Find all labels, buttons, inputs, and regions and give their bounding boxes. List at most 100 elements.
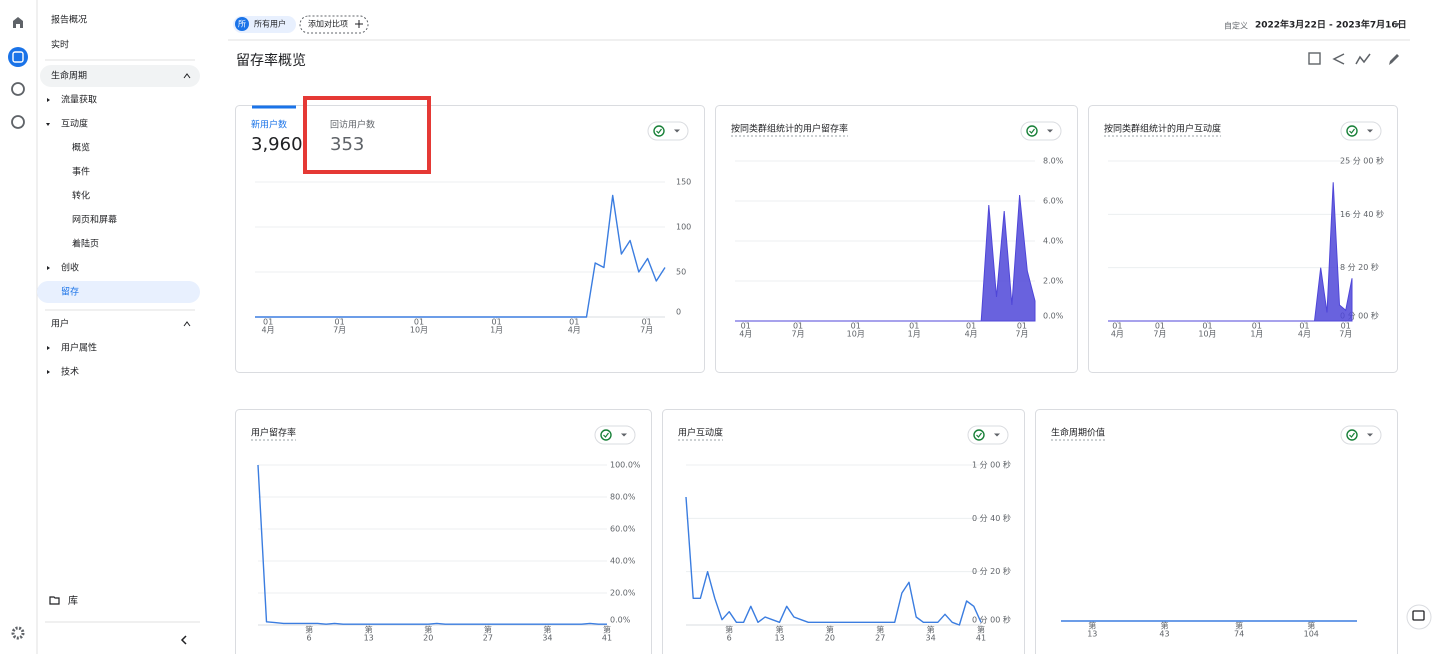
dropdown-caret: [621, 433, 627, 437]
nav-item[interactable]: 流量获取: [61, 94, 97, 106]
edit-icon[interactable]: [1389, 54, 1399, 65]
x-tick-day: 01: [335, 318, 345, 327]
x-tick-prefix: 第: [1088, 621, 1096, 631]
section-highlight: [40, 65, 200, 87]
y-tick-label: 100.0%: [610, 461, 641, 470]
line: [255, 194, 666, 318]
caret: [47, 266, 50, 270]
x-tick-day: 01: [642, 318, 652, 327]
settings-icon[interactable]: [11, 626, 25, 640]
nav-item[interactable]: 事件: [72, 166, 90, 178]
chevron: [183, 73, 191, 79]
home-icon[interactable]: [13, 17, 23, 28]
x-tick-month: 4月: [1298, 330, 1311, 339]
nav-item[interactable]: 创收: [61, 262, 79, 274]
check-icon: [1026, 125, 1038, 137]
share-icon[interactable]: [1332, 53, 1345, 65]
segment-label: 所有用户: [254, 19, 286, 29]
nav-item[interactable]: 生命周期: [51, 70, 87, 82]
x-tick-month: 4月: [965, 330, 978, 339]
y-tick-label: 20.0%: [610, 589, 636, 598]
explore-icon[interactable]: [11, 82, 25, 96]
feedback-button[interactable]: [1406, 604, 1432, 630]
nav-item[interactable]: 概览: [72, 142, 90, 154]
card-title: 生命周期价值: [1051, 427, 1105, 439]
x-tick-day: 01: [793, 322, 803, 331]
plus-icon: [355, 20, 363, 28]
area: [1108, 182, 1353, 322]
selected-item: [37, 281, 200, 303]
check-icon: [973, 429, 985, 441]
x-tick-week: 13: [1087, 630, 1097, 639]
nav-item[interactable]: 用户属性: [61, 342, 97, 354]
x-tick-day: 01: [1299, 322, 1309, 331]
reports-icon[interactable]: [8, 47, 28, 67]
card-title: 用户留存率: [251, 427, 296, 439]
x-tick-prefix: 第: [977, 625, 985, 635]
metric-name[interactable]: 新用户数: [251, 119, 287, 131]
x-tick-day: 01: [741, 322, 751, 331]
x-tick-month: 4月: [568, 326, 581, 335]
y-tick-label: 0.0%: [610, 616, 631, 625]
x-tick-week: 13: [364, 634, 374, 643]
date-range[interactable]: 2022年3月22日 - 2023年7月16日: [1255, 19, 1407, 31]
x-tick-month: 10月: [847, 330, 865, 339]
customize-icon[interactable]: [1308, 52, 1321, 65]
y-tick-label: 8.0%: [1043, 157, 1064, 166]
x-tick-prefix: 第: [484, 625, 492, 635]
caret: [47, 346, 50, 350]
check-glyph: [656, 128, 662, 134]
nav-item[interactable]: 网页和屏幕: [72, 214, 117, 226]
add-comparison[interactable]: [299, 15, 369, 34]
x-tick-prefix: 第: [776, 625, 784, 635]
add-comparison-label: 添加对比项: [308, 19, 348, 29]
nav-item[interactable]: 互动度: [61, 118, 88, 130]
collapse-button[interactable]: [180, 635, 187, 645]
x-tick-day: 01: [263, 318, 273, 327]
cards: 新用户数3,960回访用户数353150100500014月017月0110月0…: [235, 105, 1398, 654]
card: [662, 409, 1025, 654]
segment-chip[interactable]: [233, 16, 296, 33]
x-tick-day: 01: [1112, 322, 1122, 331]
x-tick-month: 4月: [262, 326, 275, 335]
x-tick-day: 01: [966, 322, 976, 331]
nav-item[interactable]: 报告概况: [51, 14, 87, 26]
y-tick-label: 0.0%: [1043, 312, 1064, 321]
caret: [47, 98, 50, 102]
nav-item[interactable]: 技术: [61, 366, 79, 378]
nav-item[interactable]: 转化: [72, 190, 90, 202]
nav-item[interactable]: 用户: [51, 318, 69, 330]
x-tick-month: 4月: [1111, 330, 1124, 339]
x-tick-day: 01: [569, 318, 579, 327]
x-tick-week: 41: [976, 634, 986, 643]
library-link[interactable]: 库: [68, 594, 78, 607]
y-tick-label: 0 分 00 秒: [1340, 311, 1379, 321]
advertising-icon[interactable]: [11, 115, 25, 129]
chevron: [183, 321, 191, 327]
feedback-glyph: [1412, 610, 1425, 621]
nav-item[interactable]: 着陆页: [72, 238, 99, 250]
x-tick-day: 01: [851, 322, 861, 331]
check-glyph: [976, 432, 982, 438]
line: [257, 464, 607, 625]
line: [685, 496, 982, 626]
y-tick-label: 25 分 00 秒: [1340, 156, 1384, 166]
x-tick-month: 1月: [908, 330, 921, 339]
page-title: 留存率概览: [236, 52, 306, 69]
avatar: [235, 17, 249, 31]
check-icon: [600, 429, 612, 441]
dropdown-caret: [674, 129, 680, 133]
metric-name[interactable]: 回访用户数: [330, 119, 375, 131]
y-tick-label: 6.0%: [1043, 197, 1064, 206]
x-tick-prefix: 第: [876, 625, 884, 635]
highlight-box: [303, 96, 431, 174]
x-tick-week: 6: [727, 634, 732, 643]
caret: [47, 370, 50, 374]
y-tick-label: 4.0%: [1043, 237, 1064, 246]
x-tick-prefix: 第: [603, 625, 611, 635]
date-prefix: 自定义: [1224, 21, 1248, 31]
insights-icon[interactable]: [1355, 53, 1371, 65]
nav-item[interactable]: 实时: [51, 39, 69, 51]
nav-item[interactable]: 留存: [61, 286, 79, 298]
x-tick-week: 13: [774, 634, 784, 643]
